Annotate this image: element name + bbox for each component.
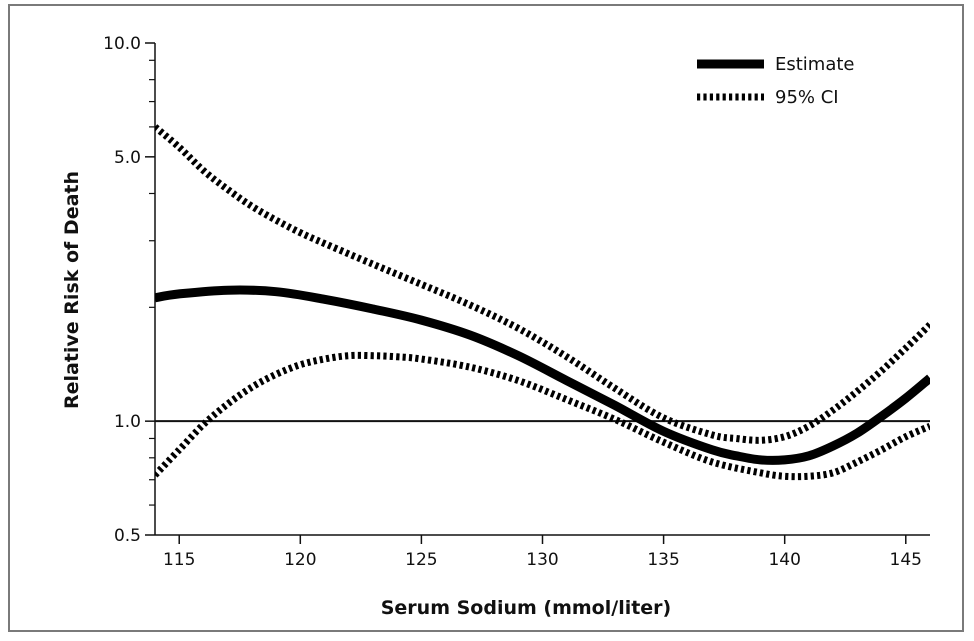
x-tick-label: 140 [768,550,800,570]
legend: Estimate 95% CI [697,54,855,108]
y-axis-title: Relative Risk of Death [61,171,83,409]
series-line-0 [155,285,930,465]
x-tick-label: 130 [526,550,558,570]
series-line-1 [155,124,930,444]
x-tick-label: 120 [284,550,316,570]
x-axis-title: Serum Sodium (mmol/liter) [381,597,672,619]
y-tick-label: 0.5 [114,526,141,546]
x-tick-label: 115 [163,550,195,570]
y-tick-label: 10.0 [103,34,141,54]
x-tick-label: 135 [647,550,679,570]
series-layer [155,124,930,481]
y-tick-label: 1.0 [114,412,141,432]
legend-label: 95% CI [775,87,839,108]
chart-frame [8,4,964,632]
legend-label: Estimate [775,54,855,75]
y-tick-label: 5.0 [114,148,141,168]
x-tick-label: 145 [890,550,922,570]
x-tick-label: 125 [405,550,437,570]
axes: 115 120 125 130 135 140 145 10.0 5.0 1.0 0.5 [103,34,930,570]
series-line-2 [155,351,930,481]
